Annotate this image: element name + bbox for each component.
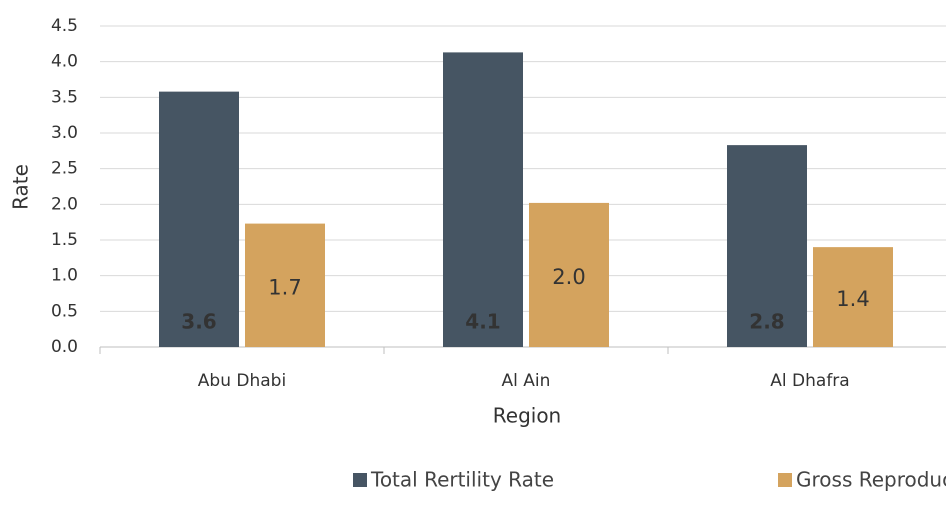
value-label: 1.4 (836, 287, 869, 311)
y-tick-label: 2.5 (51, 159, 78, 179)
y-tick-label: 1.5 (51, 230, 78, 250)
legend-label: Total Rertility Rate (370, 468, 554, 492)
y-tick-label: 1.0 (51, 266, 78, 286)
value-label: 4.1 (465, 310, 500, 334)
y-axis-title: Rate (9, 164, 33, 210)
y-tick-label: 2.0 (51, 194, 78, 214)
bar (245, 223, 325, 347)
value-label: 2.8 (749, 310, 784, 334)
legend-swatch (778, 473, 792, 487)
value-label: 2.0 (552, 265, 585, 289)
y-tick-label: 3.0 (51, 123, 78, 143)
value-label: 1.7 (268, 275, 301, 299)
bar (813, 247, 893, 347)
value-label: 3.6 (181, 310, 216, 334)
legend-swatch (353, 473, 367, 487)
bar (159, 91, 239, 347)
y-tick-label: 4.5 (51, 16, 78, 36)
bar (443, 52, 523, 347)
bar (727, 145, 807, 347)
y-tick-label: 0.5 (51, 301, 78, 321)
bar (529, 202, 609, 347)
y-tick-label: 0.0 (51, 337, 78, 357)
y-tick-label: 3.5 (51, 87, 78, 107)
x-tick-label: Al Ain (502, 371, 551, 391)
y-tick-label: 4.0 (51, 52, 78, 72)
x-tick-label: Al Dhafra (770, 371, 849, 391)
x-tick-label: Abu Dhabi (198, 371, 286, 391)
legend-label: Gross Reproduction Rate (796, 468, 946, 492)
x-axis-title: Region (493, 404, 561, 428)
